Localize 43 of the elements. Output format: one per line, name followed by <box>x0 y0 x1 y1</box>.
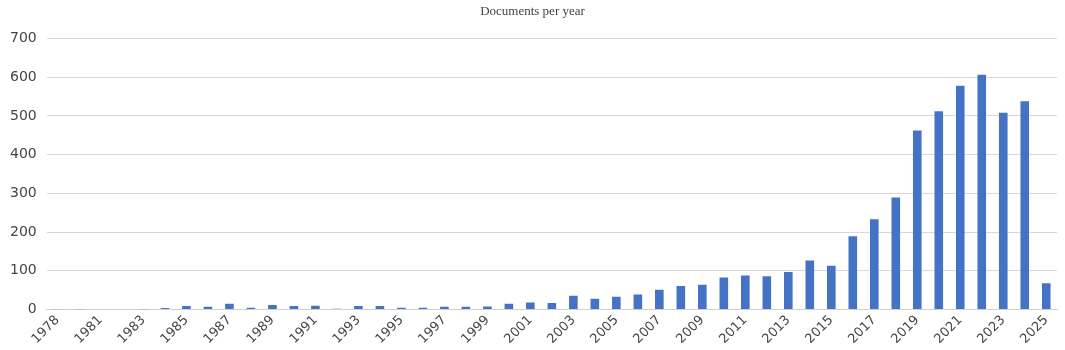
chart-title: Documents per year <box>479 2 586 20</box>
bar <box>569 295 578 310</box>
bar <box>547 302 557 310</box>
bar <box>762 276 772 310</box>
bar <box>440 306 449 310</box>
bar <box>225 303 234 310</box>
bar <box>912 130 922 310</box>
bar <box>998 112 1008 310</box>
y-tick-label: 400 <box>9 145 37 162</box>
y-tick-label: 600 <box>9 67 37 84</box>
bar <box>741 275 750 310</box>
bar <box>676 285 686 310</box>
bar <box>848 236 858 310</box>
bar <box>526 302 535 310</box>
bar <box>590 298 600 310</box>
bar <box>375 306 385 310</box>
y-tick-label: 200 <box>9 222 37 239</box>
y-tick-label: 0 <box>27 300 37 317</box>
bar <box>869 219 879 310</box>
bar <box>698 284 707 310</box>
bar <box>955 85 965 310</box>
bar <box>289 306 299 310</box>
bar <box>784 272 793 310</box>
bar <box>354 306 363 310</box>
bar <box>934 111 944 310</box>
bar <box>182 306 191 310</box>
bar <box>891 197 901 310</box>
bar <box>483 306 492 310</box>
y-tick-label: 100 <box>9 261 37 278</box>
y-tick-label: 700 <box>9 29 37 46</box>
bar <box>633 294 643 310</box>
bar <box>655 289 664 310</box>
y-tick-label: 500 <box>9 106 37 123</box>
bar <box>311 305 320 310</box>
bar <box>719 277 729 310</box>
bar <box>612 296 621 310</box>
bar <box>827 265 836 310</box>
bar <box>805 260 815 310</box>
bar <box>1020 101 1030 310</box>
bar <box>977 74 987 310</box>
bar <box>1041 283 1051 310</box>
y-tick-label: 300 <box>9 184 37 200</box>
bar <box>268 304 277 310</box>
